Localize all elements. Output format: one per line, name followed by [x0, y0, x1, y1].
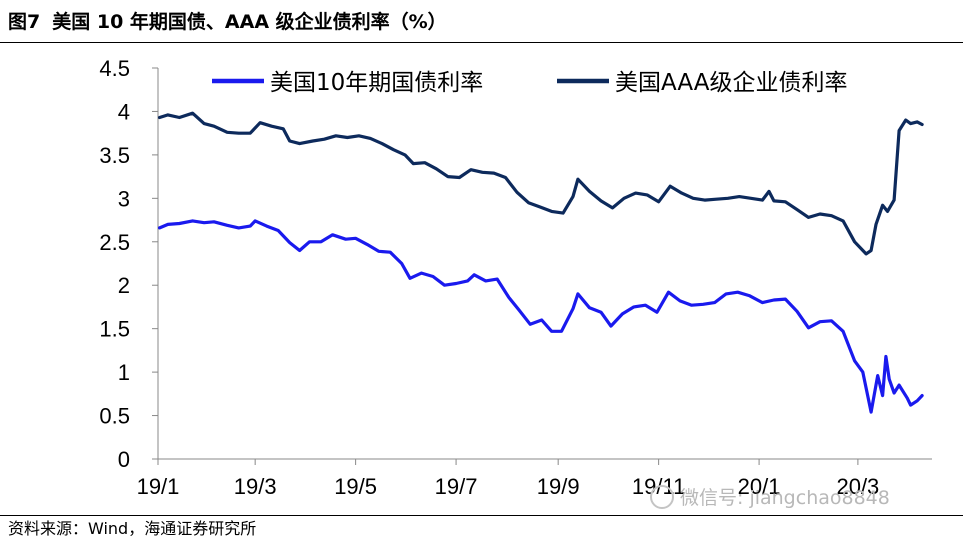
chart-legend: 美国10年期国债利率 美国AAA级企业债利率	[212, 70, 847, 96]
chart-series	[158, 111, 924, 414]
figure-label: 图7	[8, 11, 41, 33]
x-tick-label: 19/1	[137, 474, 180, 499]
y-tick-label: 2	[118, 273, 130, 298]
y-tick-label: 2.5	[99, 230, 130, 255]
watermark: 微信号: jiangchao8848	[650, 484, 890, 512]
x-tick-label: 19/7	[435, 474, 478, 499]
legend-label-0: 美国10年期国债利率	[270, 70, 483, 96]
legend-label-1: 美国AAA级企业债利率	[615, 70, 847, 96]
x-tick-label: 19/9	[537, 474, 580, 499]
figure-title: 图7 美国 10 年期国债、AAA 级企业债利率（%）	[8, 10, 447, 34]
y-tick-label: 3	[118, 186, 130, 211]
watermark-text: 微信号: jiangchao8848	[680, 487, 890, 509]
title-divider	[0, 42, 963, 43]
chart-axes: 0 0.5 1 1.5 2 2.5 3 3.5 4 4.5 19/1 19/3 19/5 19/7 19/9…	[99, 56, 932, 499]
footer-divider	[0, 515, 963, 516]
y-tick-label: 1.5	[99, 317, 130, 342]
y-tick-label: 0	[118, 447, 130, 472]
y-tick-label: 4	[118, 99, 130, 124]
x-tick-label: 20/1	[738, 474, 781, 499]
source-note: 资料来源：Wind，海通证券研究所	[8, 519, 257, 538]
figure-title-text: 美国 10 年期国债、AAA 级企业债利率（%）	[52, 11, 447, 33]
y-tick-label: 0.5	[99, 404, 130, 429]
x-tick-label: 19/5	[334, 474, 377, 499]
x-tick-label: 19/3	[234, 474, 277, 499]
wechat-icon	[650, 484, 674, 509]
y-tick-label: 1	[118, 360, 130, 385]
series-line-1	[158, 111, 924, 256]
y-tick-label: 4.5	[99, 56, 130, 81]
x-tick-label: 20/3	[836, 474, 879, 499]
y-tick-label: 3.5	[99, 143, 130, 168]
series-line-0	[158, 219, 924, 414]
